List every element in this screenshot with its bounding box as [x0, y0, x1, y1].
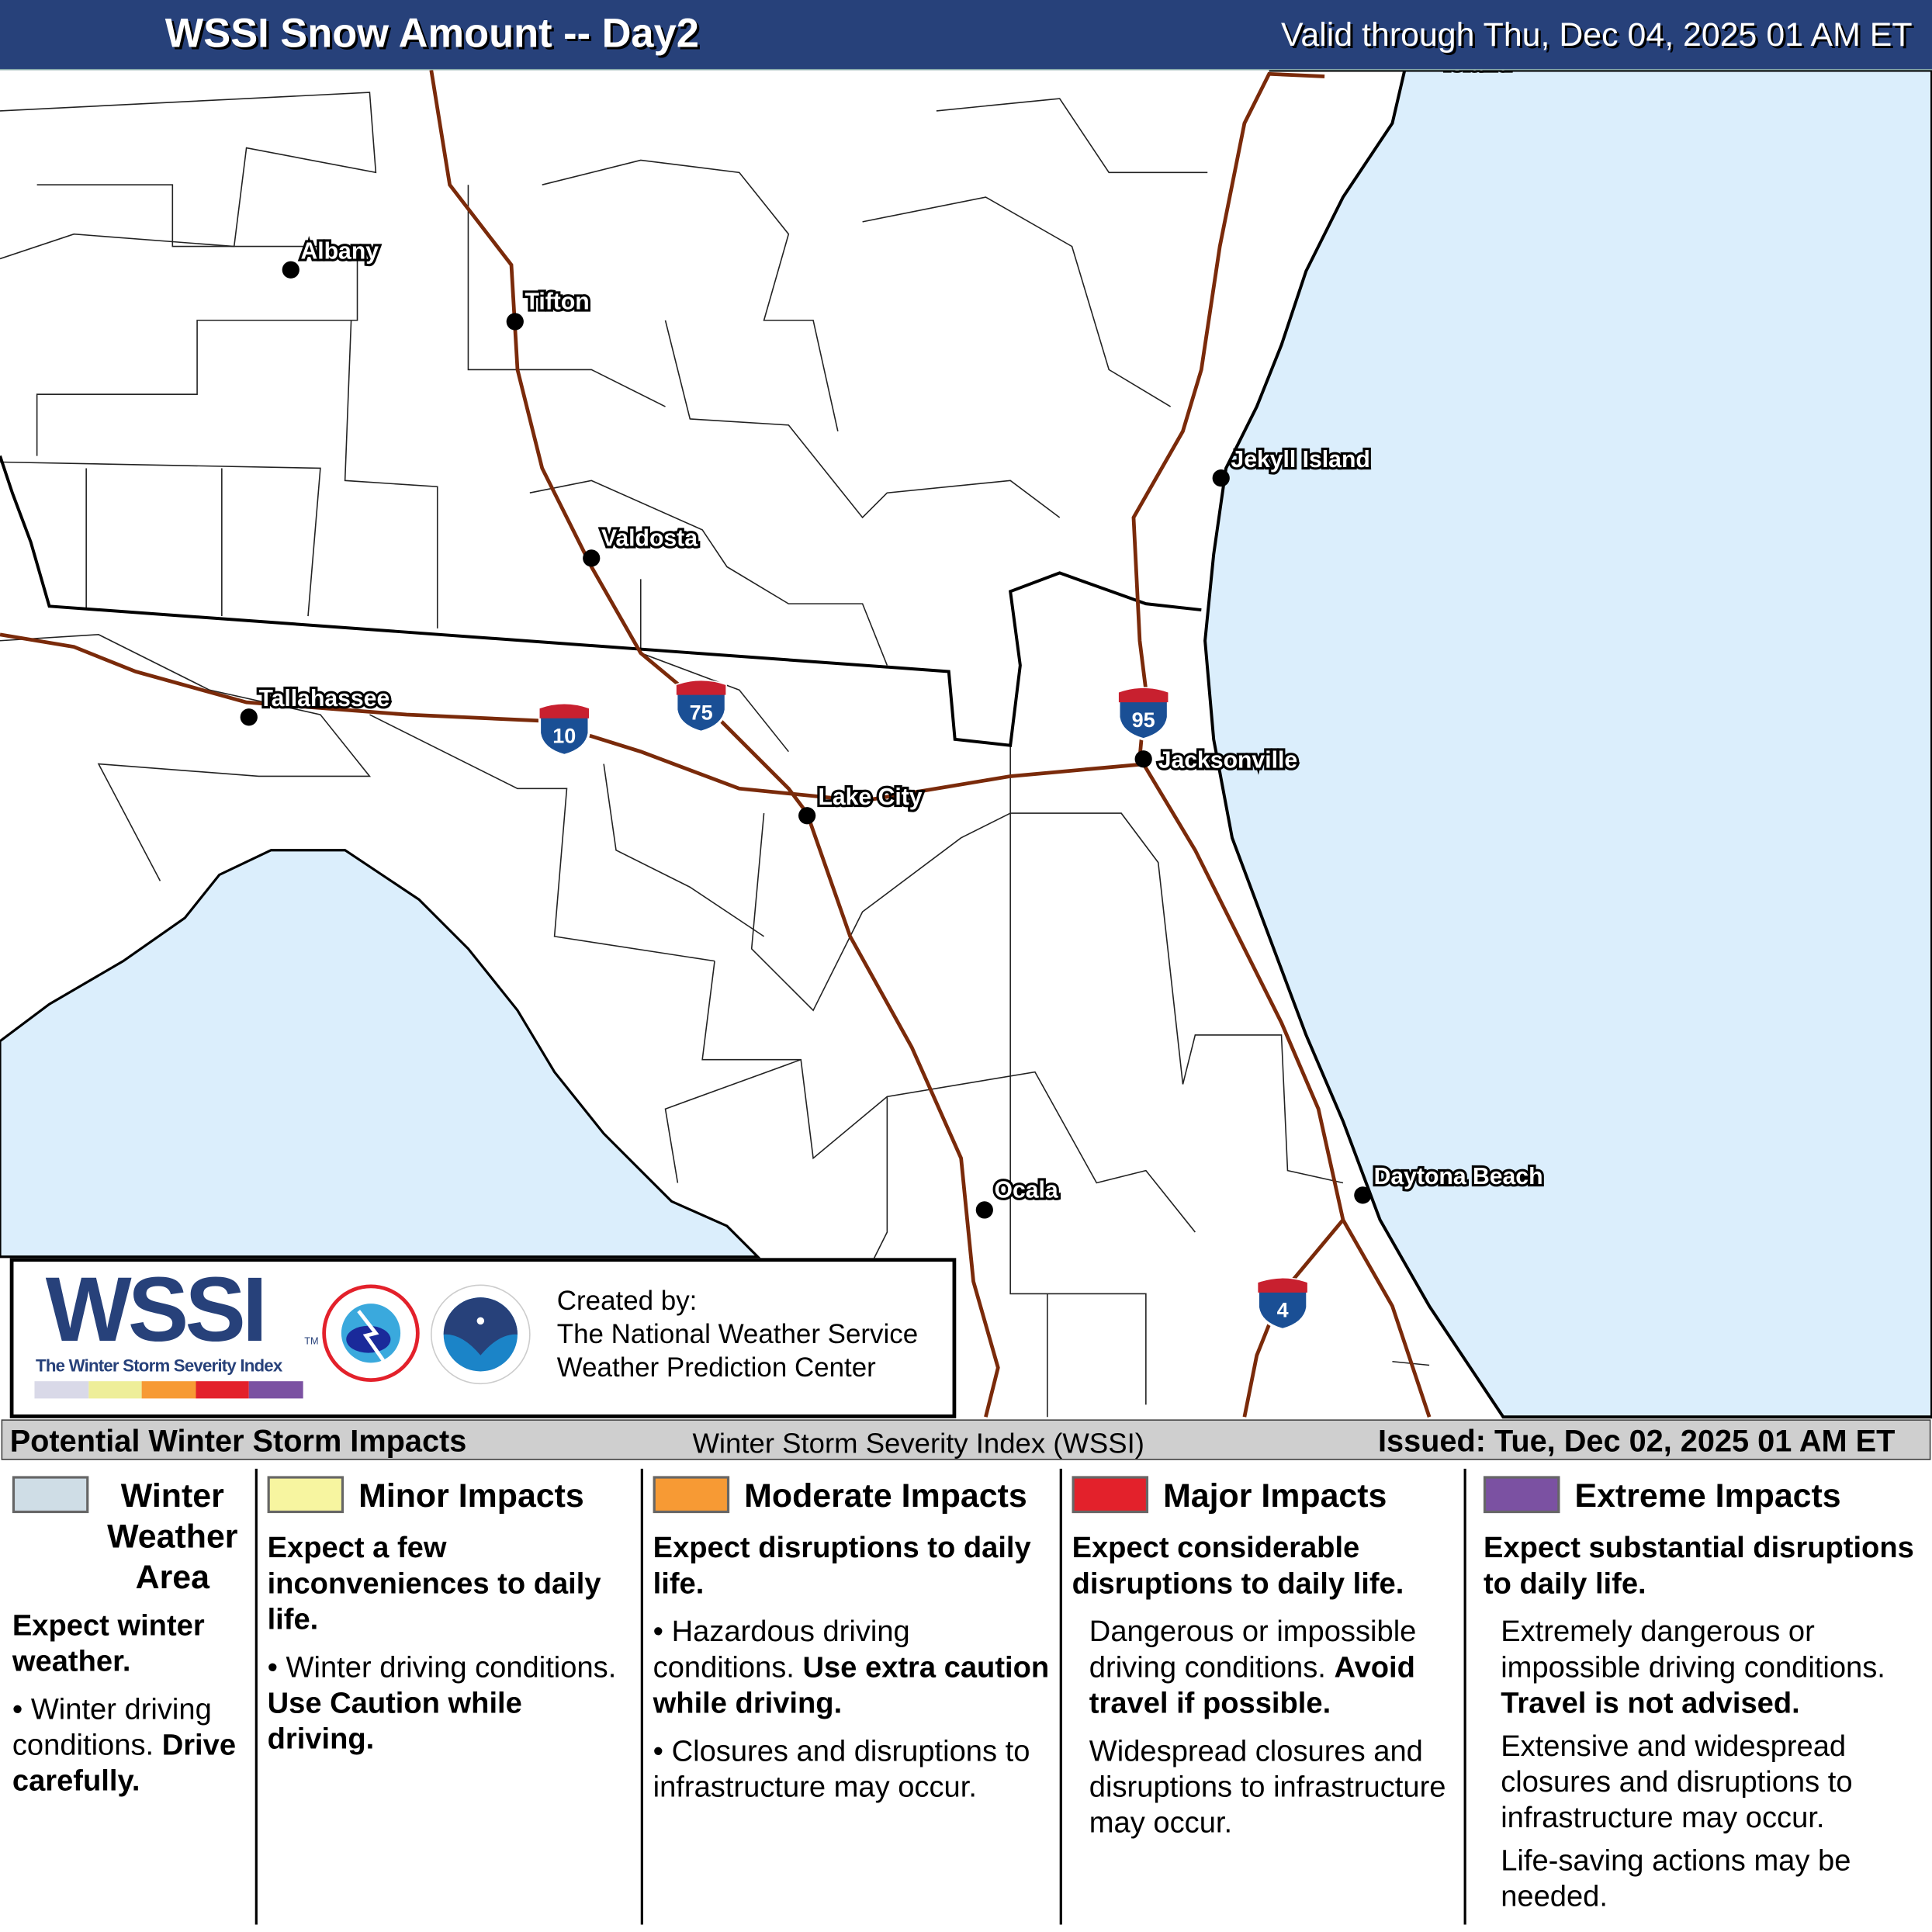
i95-route	[1131, 71, 1432, 1418]
city-label: Jekyll Island	[1231, 447, 1369, 473]
wssi-color-scale	[34, 1381, 303, 1399]
svg-text:10: 10	[552, 725, 576, 748]
issued-time: Issued: Tue, Dec 02, 2025 01 AM ET	[1377, 1424, 1896, 1459]
color-swatch	[1072, 1476, 1149, 1514]
credit-line: Weather Prediction Center	[556, 1352, 876, 1383]
city-label: Tifton	[525, 289, 589, 315]
category-bullet: Hazardous driving conditions.	[653, 1615, 910, 1684]
category-bullet: Closures and disruptions to infrastructu…	[653, 1734, 1030, 1804]
credit-line: The National Weather Service	[556, 1318, 919, 1349]
legend-minor-impacts: Minor Impacts Expect a few inconvenience…	[258, 1468, 643, 1925]
header: WSSI Snow Amount -- Day2 Valid through T…	[0, 0, 1932, 71]
credit-text: Created by: The National Weather Service…	[557, 1284, 918, 1384]
city-marker	[1354, 1186, 1372, 1204]
scale-swatch	[141, 1381, 196, 1399]
legend-moderate-impacts: Moderate Impacts Expect disruptions to d…	[643, 1468, 1062, 1925]
county-lines	[0, 92, 1430, 1418]
category-text: Widespread closures and disruptions to i…	[1089, 1734, 1446, 1840]
category-text-bold: Avoid travel if possible.	[1089, 1650, 1415, 1720]
scale-swatch	[249, 1381, 303, 1399]
city-marker	[506, 313, 524, 331]
color-swatch	[1483, 1476, 1560, 1514]
valid-time: Valid through Thu, Dec 04, 2025 01 AM ET	[1281, 16, 1913, 54]
svg-text:75: 75	[690, 701, 713, 724]
category-text: Extremely dangerous or impossible drivin…	[1501, 1615, 1885, 1684]
category-lead: Expect disruptions to daily life.	[653, 1531, 1031, 1601]
city-label: Island	[1444, 71, 1511, 76]
city-marker	[1134, 750, 1152, 768]
category-lead: Expect winter weather.	[12, 1608, 205, 1678]
city-label: Jacksonville	[1158, 747, 1297, 773]
trademark: TM	[304, 1335, 319, 1347]
wssi-subtitle: The Winter Storm Severity Index	[36, 1355, 282, 1376]
noaa-logo	[431, 1284, 531, 1385]
legend-major-impacts: Major Impacts Expect considerable disrup…	[1062, 1468, 1466, 1925]
category-lead: Expect a few inconveniences to daily lif…	[267, 1531, 601, 1636]
logo-panel: WSSI TM The Winter Storm Severity Index …	[9, 1258, 957, 1418]
scale-swatch	[34, 1381, 88, 1399]
city-marker	[583, 549, 601, 567]
city-marker	[240, 708, 258, 726]
category-bullet-bold: Use Caution while driving.	[267, 1686, 522, 1756]
category-bullet: Winter driving conditions.	[286, 1650, 617, 1684]
atlantic-ocean	[1203, 70, 1932, 1419]
category-bullet: Winter driving conditions.	[12, 1692, 212, 1762]
category-text: Extensive and widespread closures and di…	[1501, 1729, 1853, 1835]
category-bullet-bold: Drive carefully.	[12, 1728, 237, 1798]
category-name: Moderate Impacts	[744, 1477, 1027, 1515]
category-name: Extreme Impacts	[1574, 1477, 1841, 1515]
svg-text:95: 95	[1132, 708, 1155, 732]
interstate-shield-95: 95	[1117, 687, 1170, 741]
city-label: Ocala	[995, 1178, 1058, 1203]
svg-text:4: 4	[1277, 1299, 1289, 1322]
category-lead: Expect considerable disruptions to daily…	[1072, 1531, 1404, 1601]
city-marker	[798, 807, 816, 825]
legend-title-bar: Potential Winter Storm Impacts Winter St…	[1, 1419, 1931, 1460]
legend-extreme-impacts: Extreme Impacts Expect substantial disru…	[1466, 1469, 1930, 1925]
legend-title: Potential Winter Storm Impacts	[9, 1424, 467, 1459]
scale-swatch	[196, 1381, 250, 1399]
interstate-shield-4: 4	[1256, 1277, 1309, 1331]
legend-winter-weather-area: Winter Weather Area Expect winter weathe…	[2, 1468, 258, 1925]
category-text: Dangerous or impossible driving conditio…	[1089, 1615, 1417, 1684]
nws-logo	[322, 1284, 420, 1382]
wssi-logo: WSSI	[45, 1258, 268, 1361]
gulf-of-mexico	[0, 849, 761, 1259]
city-marker	[1212, 469, 1230, 487]
state-border	[0, 455, 1202, 747]
city-label: Valdosta	[601, 525, 698, 551]
scale-swatch	[88, 1381, 142, 1399]
city-label: Albany	[300, 238, 379, 264]
category-name: Minor Impacts	[358, 1477, 584, 1515]
category-name: Winter Weather Area	[107, 1477, 238, 1596]
city-label: Lake City	[818, 784, 922, 810]
city-label: Tallahassee	[258, 686, 390, 712]
color-swatch	[653, 1476, 730, 1514]
city-label: Daytona Beach	[1374, 1164, 1543, 1189]
color-swatch	[12, 1476, 89, 1514]
map: 10 75 95 4 Albany Tifton Valdosta Tallahassee L…	[0, 70, 1932, 1420]
category-name: Major Impacts	[1163, 1477, 1387, 1515]
map-title: WSSI Snow Amount -- Day2	[164, 9, 699, 56]
category-text-bold: Travel is not advised.	[1501, 1686, 1800, 1720]
category-bullet-bold: Use extra caution while driving.	[653, 1650, 1050, 1720]
interstate-shield-10: 10	[538, 703, 590, 757]
color-swatch	[267, 1476, 345, 1514]
city-marker	[975, 1201, 993, 1219]
interstate-shield-75: 75	[675, 679, 727, 733]
legend-subtitle: Winter Storm Severity Index (WSSI)	[692, 1426, 1144, 1459]
category-lead: Expect substantial disruptions to daily …	[1483, 1531, 1914, 1601]
city-marker	[282, 261, 299, 279]
category-text: Life-saving actions may be needed.	[1501, 1844, 1851, 1914]
credit-line: Created by:	[556, 1285, 698, 1316]
